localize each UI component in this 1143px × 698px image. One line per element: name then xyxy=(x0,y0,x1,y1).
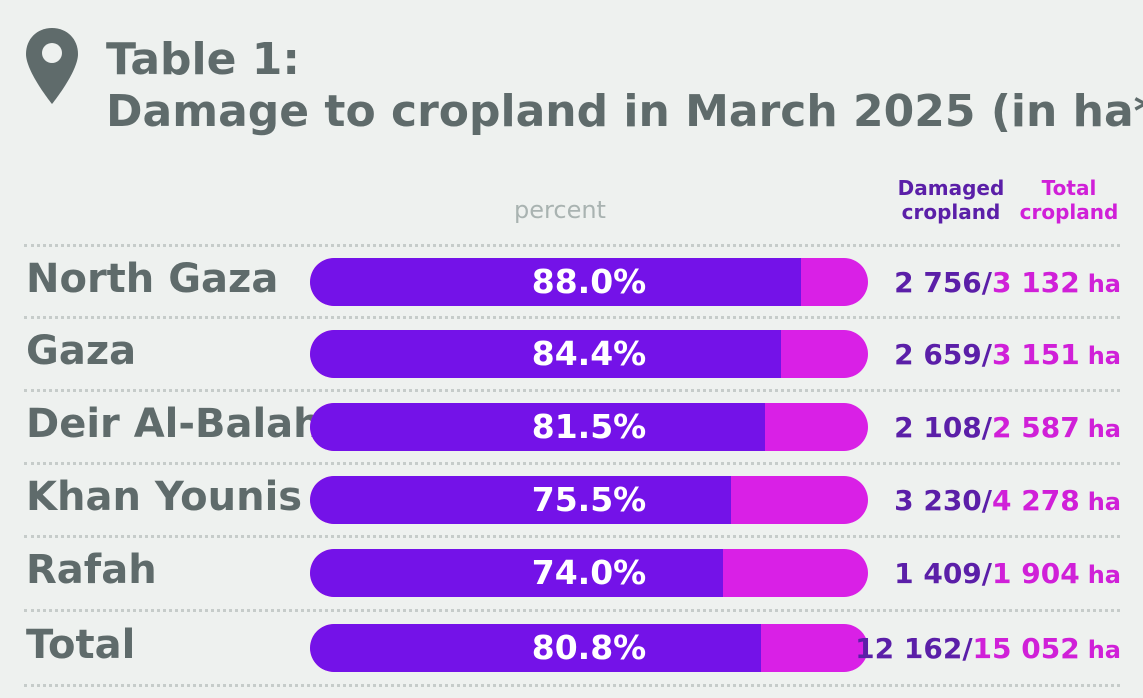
percent-label: 88.0% xyxy=(531,262,647,301)
total-bar: 75.5% xyxy=(310,476,868,524)
row-divider xyxy=(24,244,1120,247)
row-divider xyxy=(24,535,1120,538)
total-value: 2 587 xyxy=(992,411,1080,444)
unit-label: ha xyxy=(1087,561,1121,589)
table-row: North Gaza 88.0% 2 756/3 132 ha xyxy=(0,246,1143,320)
total-bar: 80.8% xyxy=(310,624,868,672)
percent-label: 81.5% xyxy=(531,407,647,446)
row-label: North Gaza xyxy=(26,256,279,302)
damaged-header-line-1: Damaged xyxy=(897,176,1005,200)
row-label: Rafah xyxy=(26,547,157,593)
unit-label: ha xyxy=(1087,636,1121,664)
table-row: Khan Younis 75.5% 3 230/4 278 ha xyxy=(0,464,1143,538)
title-line-1: Table 1: xyxy=(106,34,300,85)
damaged-value: 2 108 xyxy=(894,411,982,444)
percent-label: 80.8% xyxy=(531,628,647,667)
total-header-line-2: cropland xyxy=(1019,200,1119,224)
total-value: 3 151 xyxy=(992,338,1080,371)
damaged-value: 1 409 xyxy=(894,557,982,590)
map-pin-icon xyxy=(26,28,78,104)
damaged-column-header: Damaged cropland xyxy=(888,176,1014,224)
row-divider xyxy=(24,316,1120,319)
damaged-bar-fill xyxy=(310,476,732,524)
table-row: Rafah 74.0% 1 409/1 904 ha xyxy=(0,537,1143,611)
table-row: Gaza 84.4% 2 659/3 151 ha xyxy=(0,318,1143,392)
damaged-bar-fill xyxy=(310,330,781,378)
cropland-values: 2 659/3 151 ha xyxy=(894,338,1121,371)
percent-column-header: percent xyxy=(514,196,606,224)
value-separator: / xyxy=(981,557,993,590)
row-label: Khan Younis xyxy=(26,474,303,520)
total-bar: 84.4% xyxy=(310,330,868,378)
row-divider xyxy=(24,389,1120,392)
percent-label: 75.5% xyxy=(531,480,647,519)
damaged-header-line-2: cropland xyxy=(901,200,1001,224)
damaged-value: 2 756 xyxy=(894,266,982,299)
row-divider xyxy=(24,609,1120,612)
total-value: 4 278 xyxy=(992,484,1080,517)
damaged-bar-fill xyxy=(310,624,761,672)
percent-label: 84.4% xyxy=(531,334,647,373)
damaged-bar-fill xyxy=(310,549,723,597)
damaged-value: 3 230 xyxy=(894,484,982,517)
damaged-bar-fill xyxy=(310,258,802,306)
row-label: Deir Al-Balah xyxy=(26,401,322,447)
total-header-line-1: Total xyxy=(1041,176,1097,200)
cropland-values: 1 409/1 904 ha xyxy=(894,557,1121,590)
unit-label: ha xyxy=(1087,270,1121,298)
page-title: Table 1: Damage to cropland in March 202… xyxy=(106,34,1143,138)
row-label: Total xyxy=(26,622,136,668)
value-separator: / xyxy=(981,411,993,444)
total-value: 3 132 xyxy=(992,266,1080,299)
unit-label: ha xyxy=(1087,342,1121,370)
unit-label: ha xyxy=(1087,488,1121,516)
cropland-values: 12 162/15 052 ha xyxy=(855,632,1121,665)
cropland-values: 2 108/2 587 ha xyxy=(894,411,1121,444)
value-separator: / xyxy=(962,632,973,665)
total-bar: 81.5% xyxy=(310,403,868,451)
cropland-values: 3 230/4 278 ha xyxy=(894,484,1121,517)
table-row: Total 80.8% 12 162/15 052 ha xyxy=(0,612,1143,686)
row-label: Gaza xyxy=(26,328,137,374)
total-value: 15 052 xyxy=(972,632,1080,665)
damaged-value: 2 659 xyxy=(894,338,982,371)
title-line-2: Damage to cropland in March 2025 (in ha*… xyxy=(106,86,1143,137)
table-row: Deir Al-Balah 81.5% 2 108/2 587 ha xyxy=(0,391,1143,465)
total-value: 1 904 xyxy=(992,557,1080,590)
unit-label: ha xyxy=(1087,415,1121,443)
total-column-header: Total cropland xyxy=(1014,176,1124,224)
damaged-value: 12 162 xyxy=(855,632,963,665)
row-divider xyxy=(24,462,1120,465)
total-bar: 74.0% xyxy=(310,549,868,597)
total-bar: 88.0% xyxy=(310,258,868,306)
cropland-values: 2 756/3 132 ha xyxy=(894,266,1121,299)
damaged-bar-fill xyxy=(310,403,765,451)
row-divider xyxy=(24,684,1120,687)
value-separator: / xyxy=(981,484,993,517)
percent-label: 74.0% xyxy=(531,553,647,592)
value-separator: / xyxy=(981,338,993,371)
value-separator: / xyxy=(981,266,993,299)
